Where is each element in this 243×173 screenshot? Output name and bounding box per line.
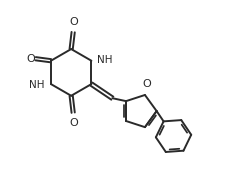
Text: NH: NH xyxy=(29,80,45,90)
Text: O: O xyxy=(26,54,35,64)
Text: O: O xyxy=(69,17,78,27)
Text: NH: NH xyxy=(97,54,113,65)
Text: O: O xyxy=(69,118,78,128)
Text: O: O xyxy=(143,79,151,89)
